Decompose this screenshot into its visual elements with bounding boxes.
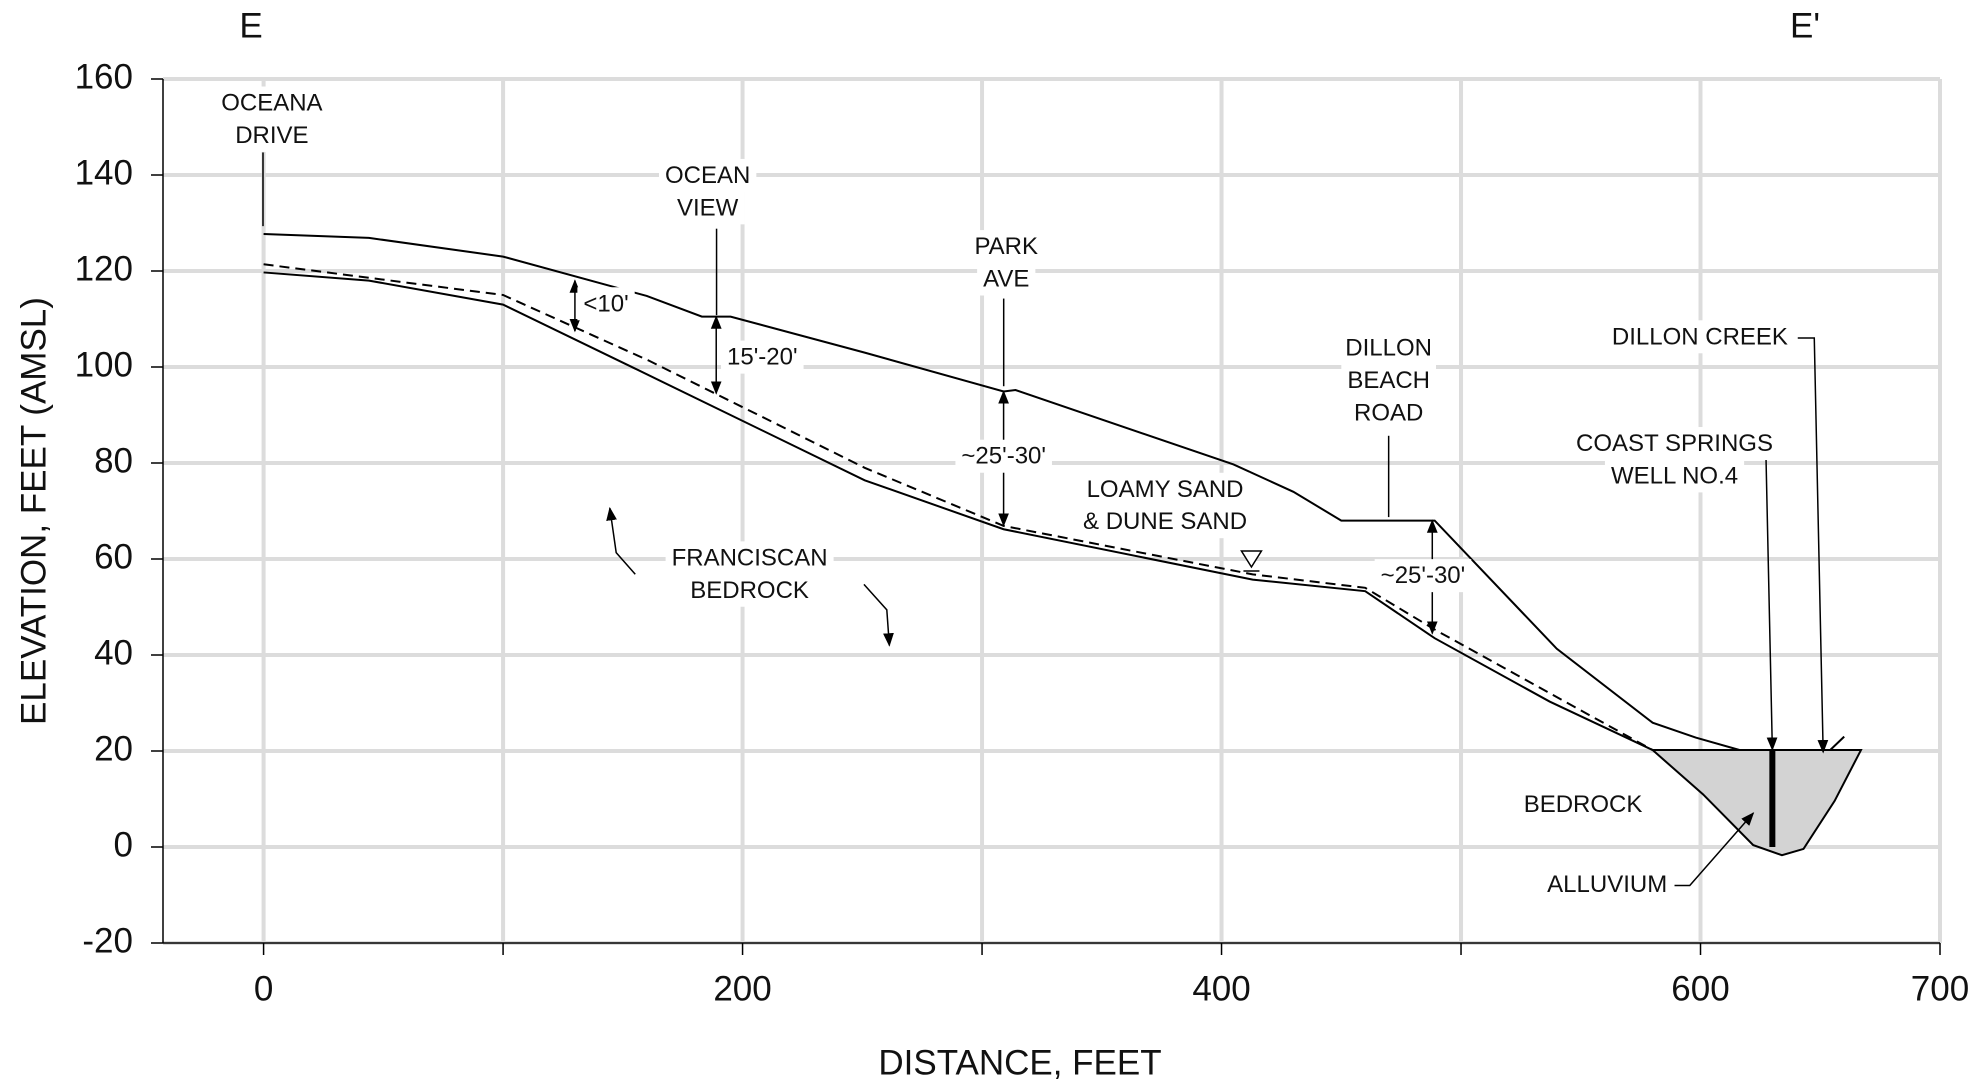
label-background — [1517, 787, 1649, 821]
label-background — [229, 118, 315, 152]
x-tick-label: 0 — [254, 969, 273, 1008]
y-tick-label: 160 — [75, 57, 133, 96]
y-tick-label: 40 — [94, 633, 133, 672]
x-tick-label: 200 — [713, 969, 771, 1008]
y-tick-label: 20 — [94, 729, 133, 768]
label-background — [658, 158, 757, 192]
label-background — [1347, 396, 1430, 430]
label-background — [670, 191, 745, 225]
annotation: OCEANA — [221, 90, 322, 117]
annotation: PARK — [974, 233, 1038, 260]
dimension-label: ~25'-30' — [961, 443, 1046, 470]
label-background — [1570, 427, 1779, 461]
dimension-label: ~25'-30' — [1381, 562, 1466, 589]
x-tick-label: 400 — [1192, 969, 1250, 1008]
leader-line — [1797, 337, 1829, 754]
annotation: DILLON — [1345, 335, 1432, 362]
y-axis-title: ELEVATION, FEET (AMSL) — [14, 297, 53, 725]
annotation: OCEAN — [665, 162, 750, 189]
annotation: COAST SPRINGS — [1576, 430, 1773, 457]
dimension-label: <10' — [583, 290, 628, 317]
annotation: VIEW — [677, 194, 739, 221]
annotation: ROAD — [1354, 400, 1423, 427]
annotation: WELL NO.4 — [1611, 462, 1738, 489]
profile-line — [1649, 749, 1863, 857]
annotation: & DUNE SAND — [1083, 508, 1247, 535]
annotation: DILLON CREEK — [1612, 323, 1788, 350]
y-tick-label: 60 — [94, 537, 133, 576]
label-background — [1604, 459, 1745, 493]
annotation: BEDROCK — [1524, 791, 1643, 818]
label-background — [955, 439, 1052, 473]
label-background — [577, 287, 635, 321]
y-tick-label: 80 — [94, 441, 133, 480]
label-background — [1605, 320, 1794, 354]
leader-line — [606, 506, 636, 575]
label-background — [721, 340, 804, 374]
section-start-label: E — [239, 6, 262, 45]
annotation: AVE — [983, 265, 1029, 292]
section-end-label: E' — [1790, 6, 1820, 45]
profile-line — [263, 271, 1654, 751]
dimension-label: 15'-20' — [727, 344, 798, 371]
x-tick-label: 700 — [1911, 969, 1969, 1008]
annotation: BEACH — [1347, 367, 1430, 394]
label-background — [684, 573, 815, 607]
annotation: DRIVE — [235, 122, 308, 149]
label-background — [1374, 559, 1472, 593]
x-tick-label: 600 — [1671, 969, 1729, 1008]
annotation: BEDROCK — [690, 577, 809, 604]
label-background — [1541, 867, 1674, 901]
profile-line — [263, 233, 1845, 759]
y-tick-label: 0 — [114, 825, 133, 864]
annotation: ALLUVIUM — [1547, 871, 1667, 898]
label-background — [1339, 331, 1439, 365]
y-tick-label: -20 — [82, 921, 133, 960]
y-tick-label: 100 — [75, 345, 133, 384]
label-background — [1080, 472, 1250, 506]
leader-line — [1674, 812, 1755, 887]
leader-line — [1750, 456, 1778, 751]
annotation: LOAMY SAND — [1087, 476, 1244, 503]
label-background — [665, 541, 834, 575]
label-background — [968, 230, 1045, 264]
x-axis-title: DISTANCE, FEET — [878, 1043, 1161, 1081]
profile-line — [263, 263, 1854, 762]
label-background — [215, 86, 329, 120]
water-table-symbol — [1240, 550, 1263, 572]
label-background — [1341, 364, 1437, 398]
annotation: FRANCISCAN — [672, 544, 828, 571]
label-background — [1077, 505, 1254, 539]
y-tick-label: 140 — [75, 153, 133, 192]
y-tick-label: 120 — [75, 249, 133, 288]
label-background — [977, 262, 1036, 296]
leader-line — [863, 583, 894, 647]
